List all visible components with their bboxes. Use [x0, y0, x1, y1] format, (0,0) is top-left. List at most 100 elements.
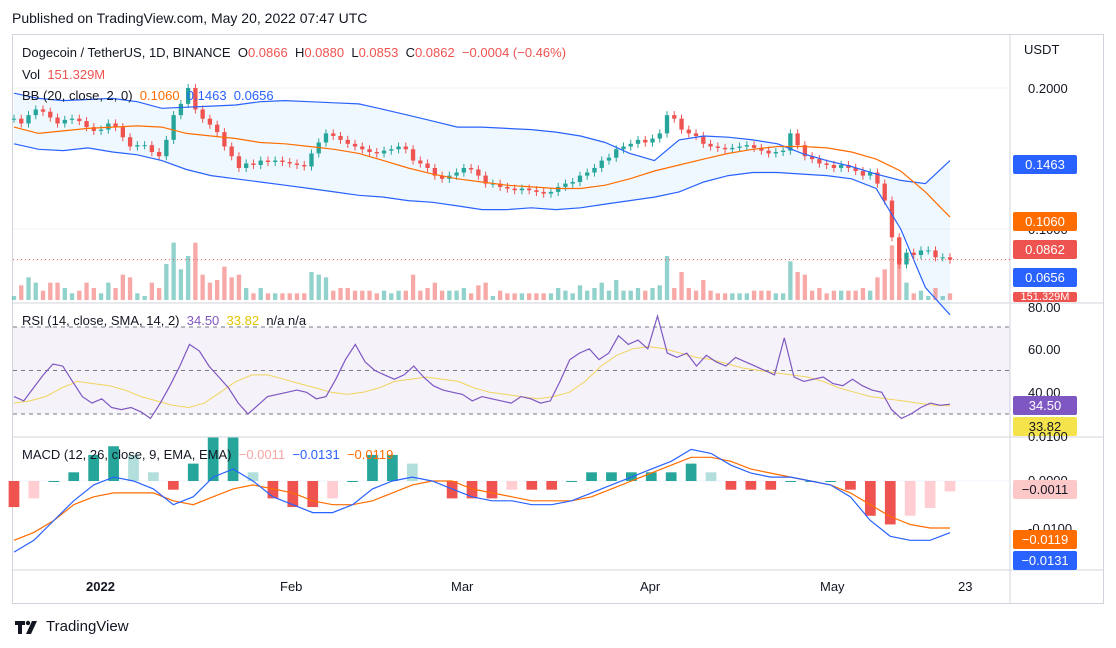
candle-body	[527, 188, 532, 191]
bb-basis-value: 0.1060	[139, 88, 180, 103]
rsi-ma-badge: 33.82	[1013, 417, 1077, 436]
candle-body	[280, 160, 285, 163]
macd-histogram-bar	[665, 472, 677, 481]
volume-bar	[367, 290, 372, 300]
volume-bar	[91, 288, 96, 300]
candle-body	[331, 133, 336, 136]
candle-body	[621, 146, 626, 150]
volume-bar	[875, 277, 880, 300]
volume-bar	[766, 290, 771, 300]
open-value: 0.0866	[247, 45, 288, 60]
candle-body	[657, 133, 662, 139]
volume-bar	[773, 293, 779, 300]
macd-hist-badge: −0.0011	[1013, 480, 1077, 499]
volume-bar	[730, 293, 735, 300]
candle-body	[185, 88, 191, 104]
volume-bar	[98, 293, 104, 300]
high-value: 0.0880	[304, 45, 345, 60]
candle-body	[352, 143, 358, 147]
volume-bar	[200, 274, 205, 300]
volume-bar	[345, 288, 350, 300]
candle-body	[77, 118, 82, 122]
volume-bar	[40, 290, 46, 300]
bb-lower-value: 0.0656	[233, 88, 274, 103]
volume-bar	[178, 269, 184, 300]
candle-body	[171, 115, 176, 140]
candle-body	[759, 147, 764, 151]
candle-body	[788, 133, 793, 151]
volume-bar	[418, 290, 423, 300]
candle-body	[824, 163, 829, 165]
candle-body	[476, 169, 481, 176]
candle-body	[751, 145, 757, 148]
macd-histogram-bar	[88, 454, 100, 481]
candle-body	[207, 118, 213, 125]
time-tick-may: May	[820, 579, 845, 594]
candle-body	[672, 115, 677, 119]
volume-bar	[628, 290, 633, 300]
volume-bar	[19, 285, 24, 300]
candle-body	[548, 191, 554, 194]
candle-body	[570, 181, 575, 184]
volume-bar	[548, 293, 554, 300]
volume-bar	[120, 274, 125, 300]
volume-bar	[280, 293, 285, 300]
macd-hist-value: −0.0011	[238, 447, 286, 462]
candle-body	[780, 150, 786, 153]
volume-bar	[577, 285, 583, 300]
change-value: −0.0004 (−0.46%)	[461, 45, 567, 60]
candle-body	[911, 252, 916, 256]
candle-body	[461, 167, 467, 173]
high-label: H	[294, 45, 305, 60]
candle-body	[846, 164, 851, 168]
candle-body	[686, 129, 691, 134]
volume-bar	[425, 288, 430, 300]
candle-body	[439, 175, 445, 179]
candle-body	[853, 167, 858, 171]
volume-bar	[860, 288, 866, 300]
candle-body	[918, 250, 924, 256]
macd-histogram-bar	[924, 481, 936, 508]
candle-body	[113, 123, 118, 128]
volume-bar	[889, 245, 895, 300]
volume-bar	[251, 293, 256, 300]
volume-bar	[715, 293, 720, 300]
volume-bar	[606, 290, 612, 300]
volume-bar	[149, 282, 155, 300]
macd-histogram-bar	[785, 481, 797, 482]
tradingview-logo[interactable]: TradingView	[14, 618, 129, 635]
bb-basis-badge: 0.1060	[1013, 212, 1077, 231]
volume-bar	[947, 293, 953, 300]
candle-body	[708, 143, 713, 147]
macd-histogram-bar	[367, 454, 378, 481]
candle-body	[142, 145, 147, 147]
macd-line-badge: −0.0131	[1013, 551, 1077, 570]
volume-bar	[135, 293, 140, 300]
volume-bar	[432, 282, 437, 300]
candle-body	[26, 115, 31, 124]
macd-histogram-bar	[944, 481, 956, 492]
volume-bar	[839, 290, 844, 300]
volume-bar	[410, 274, 416, 300]
volume-bar	[933, 288, 938, 300]
volume-bar	[918, 290, 924, 300]
candle-body	[69, 118, 75, 120]
volume-bar	[897, 264, 902, 300]
candle-body	[48, 111, 53, 118]
candle-body	[722, 147, 728, 150]
candle-body	[389, 149, 394, 151]
volume-bar	[48, 282, 53, 300]
candle-body	[120, 127, 125, 138]
volume-bar	[360, 290, 365, 300]
candle-body	[809, 156, 815, 160]
volume-bar	[222, 266, 227, 300]
volume-bar	[106, 282, 111, 300]
volume-bar	[868, 290, 873, 300]
macd-legend: MACD (12, 26, close, 9, EMA, EMA) −0.001…	[22, 447, 393, 462]
volume-bar	[33, 282, 38, 300]
candle-body	[345, 139, 350, 144]
volume-bar	[352, 290, 358, 300]
macd-histogram-bar	[884, 481, 896, 525]
symbol-legend: Dogecoin / TetherUS, 1D, BINANCE O0.0866…	[22, 45, 566, 60]
